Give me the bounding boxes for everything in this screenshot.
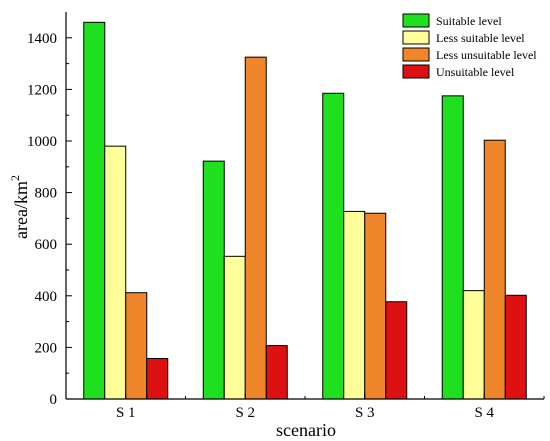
y-tick-label-1000: 1000 (27, 134, 57, 150)
y-tick-label-1400: 1400 (27, 31, 57, 47)
bar-series3-s4 (483, 139, 506, 400)
bars-layer (83, 21, 527, 400)
bar-series4-s4 (504, 294, 527, 400)
bar-series3-s3 (364, 212, 387, 400)
y-tick-label-400: 400 (35, 289, 58, 305)
bar-series2-s1 (104, 145, 127, 400)
legend-label-4: Unsuitable level (436, 65, 515, 79)
bar-series2-s4 (462, 290, 485, 400)
legend-swatch-3 (402, 47, 430, 62)
legend: Suitable level Less suitable level Less un… (402, 13, 537, 79)
bar-series1-s2 (202, 160, 225, 400)
y-axis-title-base: area/km (11, 181, 31, 239)
bar-series1-s4 (441, 95, 464, 400)
legend-label-2: Less suitable level (436, 31, 525, 45)
y-tick-label-1200: 1200 (27, 82, 57, 98)
y-tick-label-600: 600 (35, 237, 58, 253)
bar-series3-s1 (125, 292, 148, 400)
legend-label-1: Suitable level (436, 14, 502, 28)
y-tick-label-800: 800 (35, 186, 58, 202)
x-tick-label-2: S 2 (235, 405, 255, 421)
x-tick-label-4: S 4 (474, 405, 494, 421)
legend-swatch-4 (402, 64, 430, 79)
legend-label-3: Less unsuitable level (436, 48, 537, 62)
axes-layer: 0 200 400 600 800 1000 1200 1400 S 1 S 2 S 3 S 4 (27, 12, 545, 421)
x-tick-label-3: S 3 (355, 405, 375, 421)
bar-series1-s3 (322, 92, 345, 400)
legend-swatch-2 (402, 30, 430, 45)
bar-series1-s1 (83, 21, 106, 400)
y-axis-title-superscript: 2 (8, 175, 22, 181)
y-tick-label-0: 0 (50, 392, 58, 408)
x-axis-title: scenario (276, 420, 336, 440)
bar-series2-s3 (343, 210, 366, 400)
bar-series4-s1 (146, 357, 169, 400)
x-tick-label-1: S 1 (116, 405, 136, 421)
legend-swatch-1 (402, 13, 430, 28)
bar-series4-s2 (265, 345, 288, 400)
bar-series3-s2 (244, 56, 267, 400)
bar-series4-s3 (385, 301, 408, 400)
y-axis-title: area/km2 (8, 175, 31, 239)
bar-series2-s2 (223, 255, 246, 400)
y-tick-label-200: 200 (35, 340, 58, 356)
